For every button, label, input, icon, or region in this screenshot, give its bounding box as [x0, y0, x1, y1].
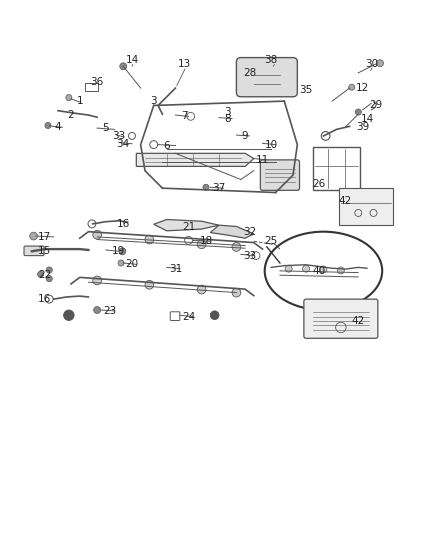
Text: 36: 36: [91, 77, 104, 86]
Text: 17: 17: [38, 232, 52, 242]
Circle shape: [93, 276, 102, 285]
Text: 42: 42: [339, 196, 352, 206]
Circle shape: [46, 276, 52, 282]
Text: 19: 19: [112, 246, 126, 256]
Text: 28: 28: [243, 68, 256, 78]
Text: 16: 16: [38, 294, 52, 304]
Circle shape: [337, 267, 344, 274]
Polygon shape: [154, 220, 219, 231]
Text: 1: 1: [76, 96, 83, 106]
Circle shape: [303, 265, 310, 272]
Text: 3: 3: [224, 107, 231, 117]
Circle shape: [118, 260, 124, 266]
Text: 31: 31: [169, 264, 182, 273]
FancyBboxPatch shape: [237, 58, 297, 97]
Circle shape: [46, 267, 52, 273]
Text: 6: 6: [163, 141, 170, 150]
Text: 8: 8: [224, 114, 231, 124]
Text: 24: 24: [182, 312, 195, 321]
Circle shape: [210, 311, 219, 320]
Text: 42: 42: [352, 316, 365, 326]
Text: 40: 40: [313, 266, 326, 276]
Ellipse shape: [265, 232, 382, 310]
Text: 15: 15: [38, 246, 52, 256]
Text: 5: 5: [102, 123, 109, 133]
Circle shape: [145, 235, 154, 244]
Text: 21: 21: [182, 222, 195, 232]
Text: 2: 2: [68, 110, 74, 120]
Text: 30: 30: [365, 59, 378, 69]
Circle shape: [38, 271, 44, 277]
Circle shape: [93, 230, 102, 239]
Circle shape: [349, 84, 355, 90]
Text: 35: 35: [300, 85, 313, 95]
Text: 34: 34: [117, 139, 130, 149]
Circle shape: [203, 184, 209, 190]
Text: 33: 33: [112, 131, 126, 141]
Text: 38: 38: [265, 55, 278, 65]
Text: 18: 18: [199, 236, 212, 246]
Circle shape: [197, 285, 206, 294]
Text: 14: 14: [125, 55, 138, 65]
Text: 4: 4: [55, 122, 61, 132]
Text: 7: 7: [181, 111, 187, 122]
Circle shape: [66, 94, 72, 101]
Text: 11: 11: [256, 155, 269, 165]
Circle shape: [119, 248, 126, 255]
Text: 33: 33: [243, 251, 256, 261]
FancyBboxPatch shape: [304, 299, 378, 338]
Text: 26: 26: [312, 179, 326, 189]
Text: 16: 16: [117, 219, 130, 229]
Text: 3: 3: [150, 96, 157, 106]
FancyBboxPatch shape: [24, 246, 44, 256]
Text: 22: 22: [38, 270, 52, 280]
Circle shape: [64, 310, 74, 320]
Circle shape: [30, 232, 38, 240]
Circle shape: [120, 63, 127, 70]
Polygon shape: [136, 154, 254, 166]
Text: 14: 14: [360, 114, 374, 124]
Circle shape: [145, 280, 154, 289]
Text: 9: 9: [242, 131, 248, 141]
Text: 13: 13: [177, 59, 191, 69]
Circle shape: [355, 109, 361, 115]
Text: 20: 20: [125, 260, 138, 269]
Text: 25: 25: [265, 236, 278, 246]
Circle shape: [197, 240, 206, 249]
Circle shape: [94, 306, 101, 313]
Circle shape: [377, 60, 384, 67]
Circle shape: [232, 288, 241, 297]
Text: 39: 39: [356, 122, 369, 132]
Text: 23: 23: [103, 306, 117, 316]
Text: 32: 32: [243, 227, 256, 237]
Circle shape: [45, 123, 51, 128]
Text: 29: 29: [369, 100, 382, 110]
Circle shape: [320, 266, 327, 273]
FancyBboxPatch shape: [339, 188, 393, 225]
FancyBboxPatch shape: [260, 160, 300, 190]
Circle shape: [285, 265, 292, 272]
Text: 10: 10: [265, 140, 278, 150]
Text: 37: 37: [212, 183, 226, 193]
Text: 12: 12: [356, 83, 369, 93]
Circle shape: [232, 243, 241, 251]
Polygon shape: [210, 225, 254, 238]
